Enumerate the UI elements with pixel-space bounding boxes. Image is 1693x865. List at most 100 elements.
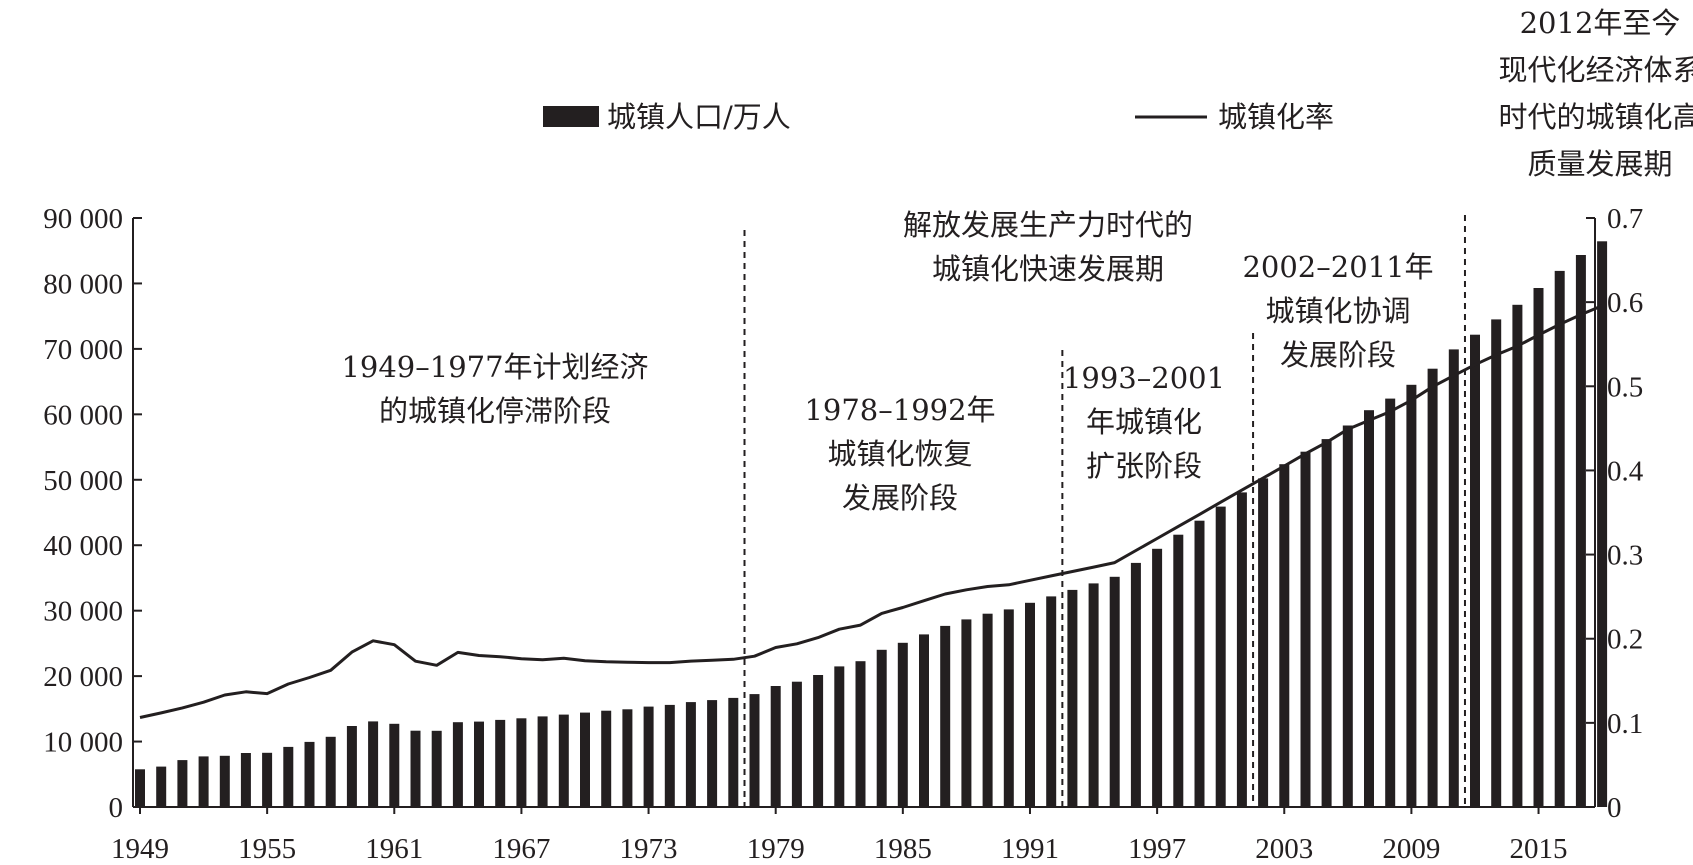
population-bar [304, 741, 315, 807]
annotation-line: 1978–1992年 [804, 393, 995, 427]
right-tick-label: 0.1 [1607, 708, 1643, 740]
population-bar [1067, 589, 1078, 807]
annotation-line: 年城镇化 [1086, 405, 1202, 439]
population-bar [1046, 596, 1057, 807]
x-tick-label: 1955 [238, 833, 296, 865]
population-bar [1194, 520, 1205, 807]
annotation-line: 1949–1977年计划经济 [341, 350, 648, 384]
population-bar [1300, 451, 1311, 807]
left-tick-label: 10 000 [43, 727, 123, 759]
population-bar [1215, 506, 1226, 807]
axes: 0 10 000 20 000 30 000 40 000 50 000 60 000 70 … [43, 203, 1644, 865]
population-bar [1575, 255, 1586, 807]
annotation-line: 城镇化快速发展期 [932, 252, 1164, 286]
annotation-line: 1993–2001 [1063, 361, 1225, 395]
annotation-line: 城镇化协调 [1265, 294, 1410, 328]
population-bar [876, 649, 887, 807]
population-bar [346, 726, 357, 807]
line-series [139, 304, 1603, 719]
x-tick-label: 1973 [620, 833, 678, 865]
legend-line-label: 城镇化率 [1218, 100, 1334, 134]
x-tick-label: 1979 [747, 833, 805, 865]
population-bar [516, 718, 527, 807]
population-bar [1554, 270, 1565, 807]
population-bar [1321, 439, 1332, 807]
population-bar [664, 704, 675, 807]
right-tick-label: 0.3 [1607, 540, 1643, 572]
left-tick-label: 70 000 [43, 334, 123, 366]
population-bar [791, 681, 802, 807]
population-bar [474, 721, 484, 807]
annotation-line: 发展阶段 [1280, 338, 1396, 372]
population-bar [982, 613, 993, 807]
population-bar [198, 756, 209, 807]
annotation-line: 发展阶段 [842, 481, 958, 515]
population-bar [1406, 384, 1417, 807]
left-tick-label: 30 000 [43, 596, 123, 628]
population-bar [1173, 534, 1184, 807]
population-bar [580, 712, 590, 807]
population-bar [770, 686, 781, 807]
right-tick-label: 0.7 [1607, 203, 1643, 235]
population-bar [156, 766, 167, 807]
left-tick-label: 0 [109, 792, 124, 824]
right-tick-label: 0.4 [1607, 455, 1644, 487]
x-tick-label: 1997 [1128, 833, 1186, 865]
population-bar [1533, 288, 1544, 807]
population-bar [1109, 576, 1120, 807]
left-tick-label: 60 000 [43, 399, 123, 431]
annotation-line: 时代的城镇化高 [1498, 100, 1693, 134]
population-bar [1448, 349, 1459, 807]
population-bar [707, 700, 718, 807]
population-bar [283, 746, 294, 807]
population-bar [452, 722, 463, 807]
x-tick-label: 2009 [1382, 833, 1440, 865]
population-bar [177, 760, 188, 807]
population-bar [601, 710, 612, 807]
population-bar [135, 769, 145, 807]
population-bar [1427, 368, 1438, 807]
population-bar [855, 661, 866, 807]
annotation-line: 2012年至今 [1520, 6, 1681, 40]
population-bar [1258, 478, 1269, 807]
annotation-line: 2002–2011年 [1242, 250, 1433, 284]
population-bar [749, 694, 760, 807]
population-bar [537, 716, 548, 807]
population-bar [1003, 609, 1014, 807]
population-bar [1364, 410, 1374, 807]
left-tick-label: 80 000 [43, 268, 123, 300]
population-bar [919, 634, 929, 807]
annotation-line: 质量发展期 [1527, 147, 1672, 181]
population-bar [961, 619, 972, 807]
bar-series [135, 241, 1608, 808]
population-bar [325, 736, 336, 807]
x-tick-label: 1991 [1001, 833, 1059, 865]
legend-item-line: 城镇化率 [1135, 100, 1334, 134]
annotation-line: 解放发展生产力时代的 [903, 208, 1193, 242]
left-tick-label: 40 000 [43, 530, 123, 562]
population-bar [1152, 548, 1163, 807]
population-bar [1025, 602, 1035, 807]
x-tick-label: 1967 [492, 833, 550, 865]
population-bar [389, 723, 400, 807]
population-bar [558, 714, 569, 807]
x-tick-label: 1985 [874, 833, 932, 865]
stage-dividers [743, 215, 1466, 807]
population-bar [219, 755, 230, 807]
right-tick-label: 0.6 [1607, 287, 1643, 319]
population-bar [368, 721, 379, 807]
legend-item-bars: 城镇人口/万人 [543, 100, 791, 134]
left-tick-label: 90 000 [43, 203, 123, 235]
legend: 城镇人口/万人 城镇化率 [543, 100, 1334, 134]
population-bar [1342, 425, 1353, 807]
population-bar [685, 702, 696, 807]
population-bar [431, 730, 442, 807]
right-tick-label: 0.5 [1607, 371, 1643, 403]
population-bar [1597, 241, 1608, 808]
